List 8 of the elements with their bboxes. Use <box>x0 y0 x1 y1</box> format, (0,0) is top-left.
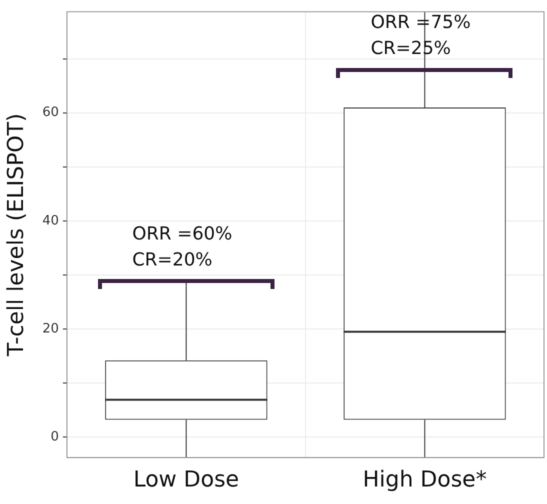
y-tick-label: 40 <box>42 213 59 228</box>
y-tick-label: 20 <box>42 321 59 336</box>
annotation: ORR =60% CR=20% <box>132 223 232 270</box>
y-axis-title: T-cell levels (ELISPOT) <box>4 113 29 358</box>
x-tick-label: High Dose* <box>362 468 487 493</box>
y-tick-label: 60 <box>42 105 59 120</box>
y-tick-label: 0 <box>50 429 59 444</box>
x-tick-label: Low Dose <box>133 468 240 493</box>
